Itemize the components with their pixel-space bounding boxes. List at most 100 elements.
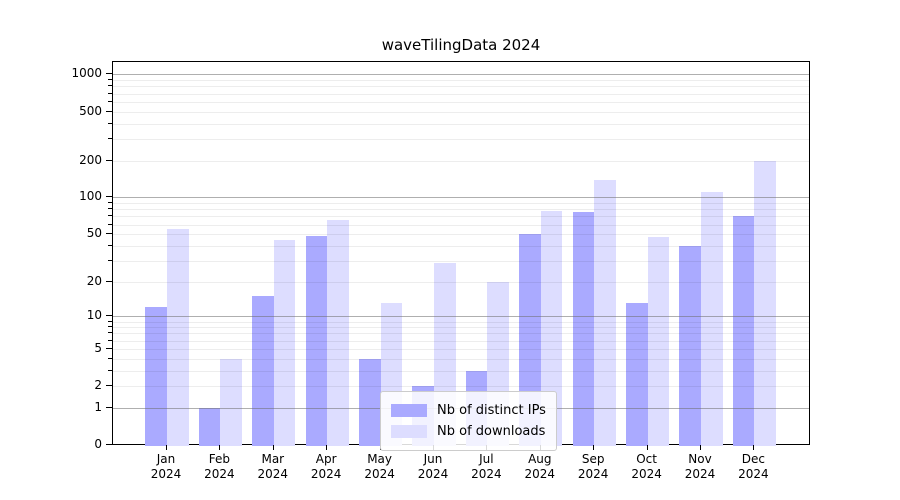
x-tick-year: 2024 (150, 467, 182, 481)
y-minor-tick-mark (108, 223, 112, 225)
plot-area (112, 61, 810, 446)
x-tick-label: Oct 2024 (615, 452, 679, 482)
chart-title: waveTilingData 2024 (381, 36, 541, 54)
y-tick-mark (106, 73, 112, 75)
x-tick-label: May 2024 (348, 452, 412, 482)
minor-gridline (113, 138, 809, 140)
x-tick-year: 2024 (310, 467, 342, 481)
y-minor-tick-mark (108, 215, 112, 217)
x-tick-month: Jul (479, 452, 494, 466)
x-tick-label: Feb 2024 (187, 452, 251, 482)
x-tick-month: Feb (208, 452, 231, 466)
bar-downloads (220, 358, 242, 446)
x-tick-month: Dec (741, 452, 765, 466)
y-tick-label: 100 (79, 189, 102, 204)
x-tick-year: 2024 (684, 467, 716, 481)
legend-label-distinct-ips: Nb of distinct IPs (437, 402, 546, 418)
x-tick-mark (326, 445, 328, 450)
minor-gridline (113, 327, 809, 329)
minor-gridline (113, 281, 809, 283)
x-tick-month: Jan (156, 452, 176, 466)
x-tick-label: Jan 2024 (134, 452, 198, 482)
minor-gridline (113, 348, 809, 350)
x-tick-month: Oct (636, 452, 657, 466)
x-tick-month: May (367, 452, 392, 466)
minor-gridline (113, 123, 809, 125)
y-minor-tick-mark (108, 280, 112, 282)
x-tick-month: Jun (423, 452, 443, 466)
bar-downloads (540, 210, 563, 446)
x-tick-mark (700, 445, 701, 450)
y-minor-tick-mark (108, 159, 112, 161)
x-tick-year: 2024 (257, 467, 289, 481)
y-minor-tick-mark (108, 137, 112, 139)
y-minor-tick-mark (108, 100, 112, 102)
x-tick-month: Sep (581, 452, 605, 466)
bar-distinct-ips (679, 245, 701, 446)
y-tick-label: 10 (86, 308, 102, 323)
bar-distinct-ips (626, 303, 648, 446)
minor-gridline (113, 245, 809, 247)
x-tick-mark (219, 445, 221, 450)
y-minor-tick-mark (108, 339, 112, 341)
y-tick-label: 50 (86, 226, 102, 241)
legend-item-downloads: Nb of downloads (391, 421, 546, 441)
minor-gridline (113, 340, 809, 342)
y-tick-mark (106, 196, 112, 198)
y-minor-tick-mark (108, 385, 112, 387)
legend: Nb of distinct IPs Nb of downloads (380, 391, 557, 451)
grid-layer (113, 62, 809, 444)
x-tick-year: 2024 (364, 467, 395, 481)
y-minor-tick-mark (108, 233, 112, 235)
y-minor-tick-mark (108, 357, 112, 359)
x-tick-year: 2024 (738, 467, 769, 481)
x-tick-month: Apr (315, 452, 337, 466)
x-tick-label: Mar 2024 (241, 452, 305, 482)
y-minor-tick-mark (108, 208, 112, 210)
y-tick-label: 20 (86, 273, 102, 288)
bar-distinct-ips (572, 212, 595, 446)
minor-gridline (113, 370, 809, 372)
minor-gridline (113, 386, 809, 388)
x-tick-month: Mar (261, 452, 285, 466)
y-minor-tick-mark (108, 259, 112, 261)
bar-distinct-ips (305, 236, 328, 446)
minor-gridline (113, 93, 809, 95)
legend-swatch-distinct-ips-icon (391, 403, 427, 417)
bar-downloads (647, 237, 670, 446)
x-tick-label: Sep 2024 (561, 452, 625, 482)
x-tick-year: 2024 (631, 467, 662, 481)
minor-gridline (113, 333, 809, 335)
bar-distinct-ips (145, 307, 167, 446)
minor-gridline (113, 224, 809, 226)
minor-gridline (113, 358, 809, 360)
minor-gridline (113, 101, 809, 103)
y-minor-tick-mark (108, 320, 112, 322)
bar-distinct-ips (198, 407, 221, 446)
bar-downloads (594, 179, 616, 446)
legend-swatch-downloads-icon (391, 424, 427, 438)
x-tick-label: Apr 2024 (294, 452, 358, 482)
x-tick-mark (272, 445, 274, 450)
x-tick-year: 2024 (577, 467, 609, 481)
bar-downloads (167, 229, 189, 446)
bar-downloads (701, 192, 723, 446)
minor-gridline (113, 86, 809, 88)
legend-item-distinct-ips: Nb of distinct IPs (391, 400, 546, 420)
y-tick-label: 0 (94, 437, 102, 451)
y-minor-tick-mark (108, 122, 112, 124)
x-tick-label: Nov 2024 (668, 452, 732, 482)
y-minor-tick-mark (108, 79, 112, 81)
y-minor-tick-mark (108, 244, 112, 246)
minor-gridline (113, 203, 809, 205)
y-minor-tick-mark (108, 92, 112, 94)
major-gridline (113, 197, 809, 199)
x-tick-label: Dec 2024 (721, 452, 785, 482)
y-minor-tick-mark (108, 347, 112, 349)
y-minor-tick-mark (108, 202, 112, 204)
y-minor-tick-mark (108, 110, 112, 112)
y-tick-label: 1 (94, 399, 102, 414)
y-minor-tick-mark (108, 85, 112, 87)
x-tick-mark (753, 445, 755, 450)
bar-distinct-ips (732, 216, 755, 446)
